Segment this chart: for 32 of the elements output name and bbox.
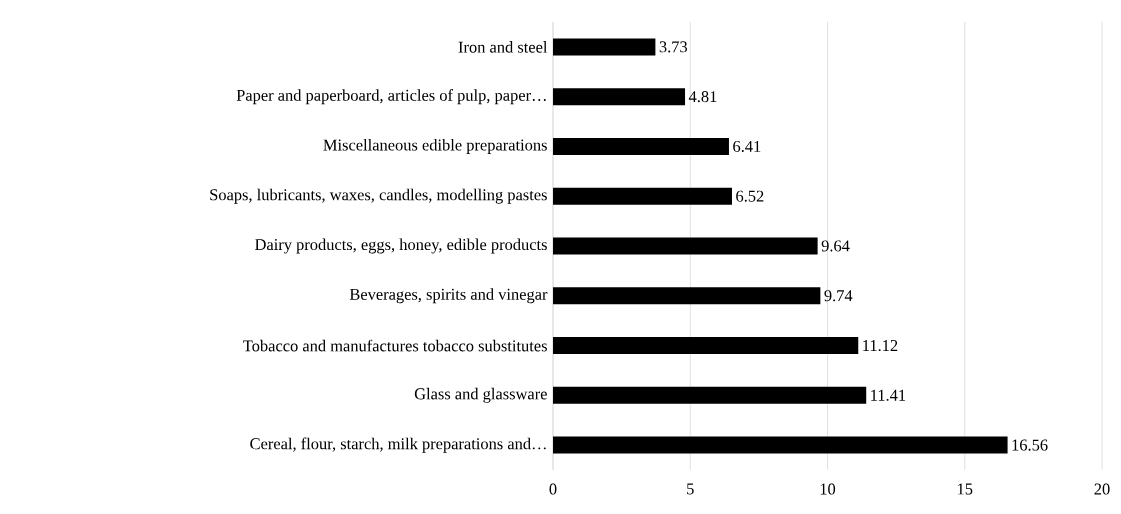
data-label: 6.41 — [733, 140, 761, 152]
y-tick-label: Tobacco and manufactures tobacco substitutes — [243, 339, 547, 352]
x-tick-label: 10 — [820, 483, 836, 495]
bar — [553, 88, 686, 106]
data-label: 11.12 — [863, 339, 898, 352]
y-tick-label: Beverages, spirits and vinegar — [349, 288, 548, 304]
y-tick-label: Iron and steel — [458, 41, 548, 53]
data-label: 9.74 — [824, 290, 853, 302]
y-tick-label: Soaps, lubricants, waxes, candles, modelling pastes — [210, 188, 547, 204]
x-tick-label: 5 — [687, 483, 694, 495]
x-tick-label: 15 — [957, 483, 973, 495]
y-tick-label: Paper and paperboard, articles of pulp, paper… — [236, 89, 546, 105]
data-label: 4.81 — [688, 91, 717, 103]
y-tick-label: Glass and glassware — [414, 387, 547, 403]
bar — [553, 38, 656, 56]
bar — [553, 386, 867, 404]
data-label: 3.73 — [659, 41, 688, 53]
bar — [553, 287, 821, 305]
bar — [553, 436, 1008, 454]
y-tick-label: Dairy products, eggs, honey, edible products — [255, 238, 547, 254]
bar — [553, 137, 729, 155]
data-label: 9.64 — [821, 240, 850, 252]
bar — [553, 237, 818, 255]
y-tick-label: Cereal, flour, starch, milk preparations and… — [250, 437, 546, 453]
data-label: 6.52 — [736, 190, 764, 202]
y-tick-label: Miscellaneous edible preparations — [323, 138, 547, 154]
x-tick-label: 0 — [549, 483, 557, 495]
data-label: 11.41 — [871, 389, 906, 401]
bar — [553, 187, 732, 205]
bar — [553, 337, 859, 355]
x-tick-label: 20 — [1094, 483, 1110, 495]
data-label: 16.56 — [1012, 439, 1048, 451]
